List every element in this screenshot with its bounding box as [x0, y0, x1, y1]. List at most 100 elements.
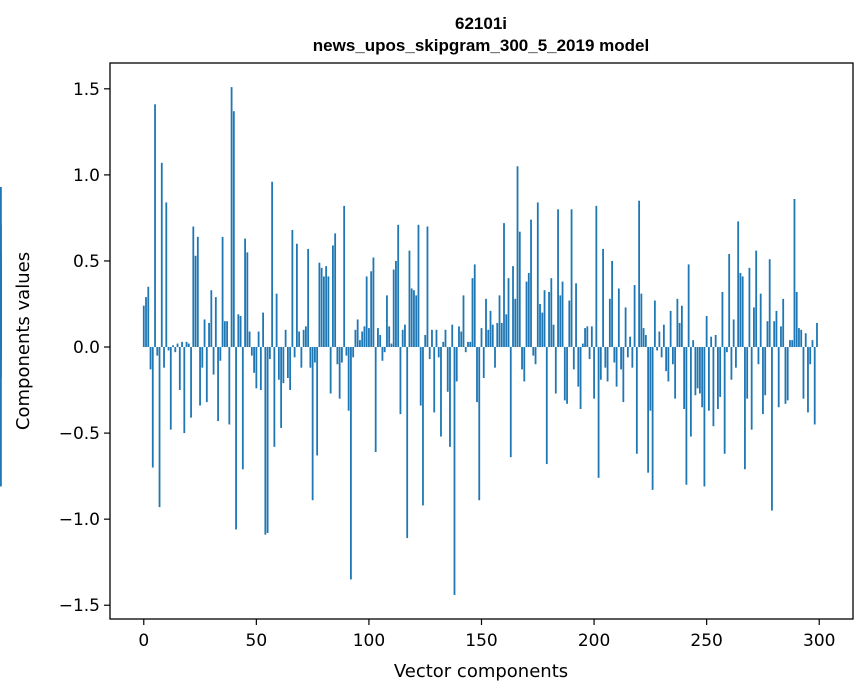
bar-267: [744, 347, 746, 470]
bar-108: [386, 295, 388, 348]
bar-119: [410, 288, 413, 348]
bar-70: [300, 347, 303, 368]
bar-155: [491, 324, 494, 348]
bar-213: [622, 347, 625, 403]
bar-281: [775, 310, 778, 348]
x-axis-label: Vector components: [394, 661, 568, 682]
bar-120: [413, 290, 415, 348]
bar-3: [149, 347, 152, 370]
x-tick-label: 250: [690, 631, 722, 651]
bar-263: [735, 347, 737, 368]
bar-66: [291, 229, 294, 348]
bar-253: [712, 347, 715, 427]
bar-229: [658, 331, 661, 348]
bar-15: [176, 343, 179, 348]
bar-234: [669, 310, 672, 348]
bar-149: [478, 347, 481, 501]
bar-220: [638, 200, 641, 348]
bar-138: [453, 347, 456, 595]
bar-148: [476, 347, 478, 403]
bar-99: [365, 276, 368, 348]
bar-126: [426, 226, 429, 348]
bar-218: [633, 285, 636, 348]
bar-58: [273, 347, 276, 447]
bar-74: [309, 347, 312, 368]
bar-202: [597, 347, 600, 478]
bar-294: [804, 333, 807, 348]
bar-81: [325, 266, 328, 348]
bar-203: [599, 347, 602, 380]
bar-62: [282, 347, 285, 384]
bar-38: [228, 347, 231, 425]
bar-14: [174, 347, 177, 353]
bar-111: [392, 269, 395, 348]
y-tick-label: 1.0: [73, 166, 100, 186]
bar-116: [404, 324, 406, 348]
bar-130: [435, 329, 438, 348]
bar-33: [217, 347, 219, 422]
bar-42: [237, 314, 240, 348]
bar-7: [158, 347, 161, 508]
bar-177: [541, 312, 544, 348]
bar-85: [334, 233, 337, 348]
bar-190: [570, 209, 573, 348]
bar-247: [699, 347, 701, 394]
bar-242: [687, 264, 690, 348]
bar-275: [762, 347, 764, 415]
bar-21: [190, 347, 192, 418]
bar-173: [532, 347, 535, 356]
bar-91: [347, 347, 350, 411]
bar-30: [210, 290, 213, 348]
bar-289: [793, 198, 796, 348]
bar-63: [284, 329, 287, 348]
bar-46: [246, 252, 249, 348]
bar-221: [640, 293, 643, 348]
bar-205: [604, 347, 607, 368]
bar-128: [431, 329, 433, 348]
bar-61: [280, 347, 283, 428]
bar-156: [494, 347, 496, 368]
bar-189: [568, 300, 571, 348]
bar-293: [802, 347, 805, 399]
bar-100: [368, 328, 370, 348]
bar-182: [552, 324, 555, 348]
bar-204: [602, 248, 604, 348]
bar-209: [613, 347, 616, 363]
bar-225: [649, 347, 652, 411]
bar-29: [208, 322, 210, 348]
bar-176: [539, 303, 541, 348]
bar-252: [710, 336, 713, 348]
bar-93: [352, 347, 355, 358]
bar-285: [784, 347, 787, 404]
bar-113: [397, 224, 400, 348]
bar-154: [489, 310, 492, 348]
bar-89: [343, 205, 346, 348]
bar-95: [356, 319, 359, 348]
bar-52: [259, 347, 262, 391]
bar-217: [631, 347, 634, 368]
bar-44: [241, 347, 244, 470]
bar-112: [395, 260, 397, 348]
bar-102: [372, 257, 375, 348]
bar-45: [244, 238, 246, 348]
bar-83: [329, 347, 332, 394]
bar-164: [512, 266, 514, 348]
bar-73: [307, 248, 310, 348]
bar-165: [514, 298, 517, 348]
bar-153: [487, 329, 490, 348]
bar-227: [653, 300, 656, 348]
bar-240: [683, 347, 686, 409]
y-axis-ticks: −1.5 −1.0 −0.5 0.0 0.5 1.0 1.5: [59, 80, 110, 616]
bar-23: [194, 255, 197, 348]
bar-143: [464, 347, 467, 353]
bar-135: [446, 347, 449, 392]
bar-129: [433, 347, 436, 413]
bar-72: [304, 326, 307, 348]
bar-245: [694, 347, 697, 396]
bar-171: [527, 273, 530, 348]
bar-43: [239, 316, 242, 348]
bar-125: [424, 334, 427, 348]
bar-257: [721, 291, 724, 348]
bar-298: [813, 347, 816, 425]
bar-59: [275, 293, 278, 348]
